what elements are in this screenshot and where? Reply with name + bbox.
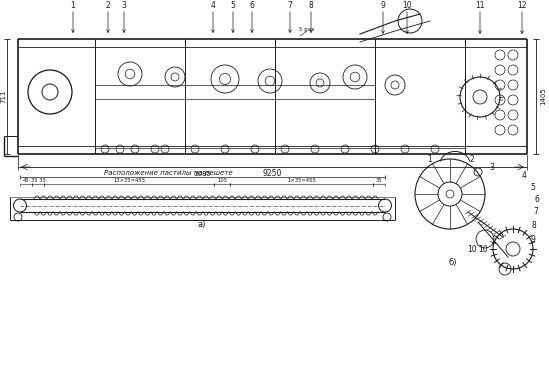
Text: 5: 5: [231, 0, 236, 10]
Text: 3: 3: [121, 0, 126, 10]
Text: Расположение пастилы на решете: Расположение пастилы на решете: [104, 170, 232, 176]
Text: 711: 711: [0, 90, 6, 103]
Text: 9: 9: [530, 235, 535, 243]
Text: 5: 5: [530, 182, 535, 192]
Text: 10: 10: [478, 246, 488, 254]
Text: 1: 1: [428, 155, 433, 164]
Text: 45: 45: [23, 178, 30, 182]
Text: 1: 1: [71, 0, 75, 10]
Text: 105: 105: [217, 178, 227, 182]
Text: 35: 35: [376, 178, 382, 182]
Text: 11: 11: [475, 0, 485, 10]
Text: 12: 12: [517, 0, 526, 10]
Text: б): б): [449, 258, 457, 266]
Text: 10: 10: [402, 0, 412, 10]
Text: 7: 7: [534, 207, 539, 217]
Text: 13×35=455: 13×35=455: [113, 178, 145, 182]
Text: 10: 10: [467, 244, 477, 254]
Text: 4: 4: [211, 0, 215, 10]
Text: а): а): [198, 221, 206, 229]
Text: 3: 3: [490, 163, 495, 171]
Text: 8: 8: [531, 221, 536, 229]
Text: 9: 9: [380, 0, 385, 10]
Text: 6: 6: [535, 195, 540, 203]
Text: 7: 7: [288, 0, 293, 10]
Text: 1405: 1405: [540, 88, 546, 105]
Text: 2: 2: [469, 155, 474, 164]
Text: 8: 8: [309, 0, 313, 10]
Text: 1085: 1085: [193, 171, 211, 177]
Text: 9250: 9250: [262, 168, 282, 178]
Text: 1×35=455: 1×35=455: [287, 178, 316, 182]
Text: 5 раз: 5 раз: [299, 26, 315, 32]
Text: 6: 6: [250, 0, 254, 10]
Text: 2: 2: [105, 0, 110, 10]
Text: 35 35: 35 35: [31, 178, 46, 182]
Text: 4: 4: [522, 171, 526, 179]
